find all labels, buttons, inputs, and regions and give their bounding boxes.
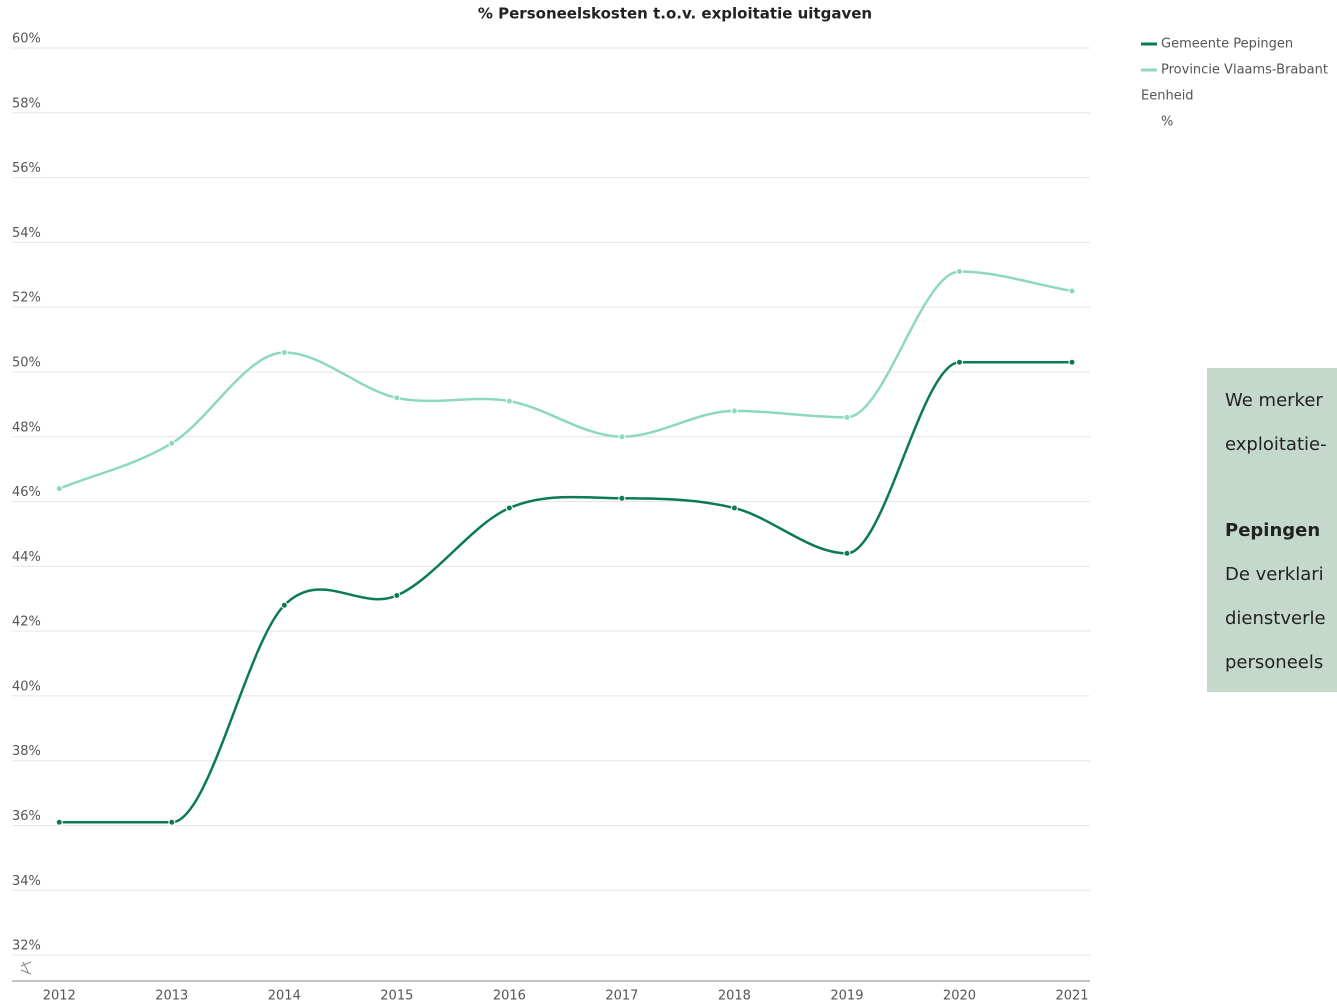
y-tick-label: 58% (12, 96, 41, 111)
y-tick-label: 42% (12, 615, 41, 630)
data-point (280, 601, 288, 609)
data-point (730, 407, 738, 415)
y-tick-label: 52% (12, 291, 41, 306)
note-text: exploitatie- (1225, 434, 1327, 455)
y-tick-label: 46% (12, 485, 41, 500)
data-point (168, 818, 176, 826)
x-tick-label: 2013 (155, 989, 188, 1004)
note-text: We merker (1225, 390, 1323, 411)
y-tick-label: 50% (12, 355, 41, 370)
data-point (393, 591, 401, 599)
data-point (955, 358, 963, 366)
note-box: We merker exploitatie- Pepingen De verkl… (1207, 368, 1337, 692)
legend-unit: % (1161, 115, 1173, 130)
axis-break (20, 961, 32, 975)
data-point (843, 549, 851, 557)
y-tick-label: 60% (12, 32, 41, 47)
y-tick-label: 36% (12, 809, 41, 824)
y-tick-label: 44% (12, 550, 41, 565)
y-tick-label: 48% (12, 420, 41, 435)
legend-title: Eenheid (1141, 89, 1194, 104)
data-point (730, 504, 738, 512)
note-text: personeels (1225, 652, 1324, 673)
legend-label: Provincie Vlaams-Brabant (1161, 63, 1328, 78)
data-point (505, 397, 513, 405)
data-point (1068, 287, 1076, 295)
y-tick-label: 54% (12, 226, 41, 241)
x-tick-label: 2015 (380, 989, 413, 1004)
note-text: dienstverle (1225, 608, 1326, 629)
x-tick-label: 2019 (830, 989, 863, 1004)
data-point (618, 433, 626, 441)
y-tick-label: 40% (12, 679, 41, 694)
series-line (58, 270, 1073, 490)
data-point (280, 349, 288, 357)
data-point (955, 268, 963, 276)
data-point (168, 439, 176, 447)
x-tick-label: 2018 (718, 989, 751, 1004)
data-point (393, 394, 401, 402)
note-text: De verklari (1225, 564, 1324, 585)
data-point (618, 494, 626, 502)
y-tick-label: 56% (12, 161, 41, 176)
note-heading: Pepingen (1225, 520, 1321, 541)
data-point (505, 504, 513, 512)
series-line (59, 360, 1072, 824)
y-tick-label: 32% (12, 939, 41, 954)
x-tick-label: 2016 (493, 989, 526, 1004)
x-tick-label: 2017 (605, 989, 638, 1004)
data-point (55, 818, 63, 826)
chart-title: % Personeelskosten t.o.v. exploitatie ui… (478, 5, 872, 23)
y-tick-label: 38% (12, 744, 41, 759)
x-tick-label: 2021 (1055, 989, 1088, 1004)
x-tick-label: 2020 (943, 989, 976, 1004)
legend-label: Gemeente Pepingen (1161, 37, 1293, 52)
x-tick-label: 2014 (268, 989, 301, 1004)
data-point (55, 485, 63, 493)
data-point (843, 413, 851, 421)
y-tick-label: 34% (12, 874, 41, 889)
data-point (1068, 358, 1076, 366)
x-tick-label: 2012 (43, 989, 76, 1004)
